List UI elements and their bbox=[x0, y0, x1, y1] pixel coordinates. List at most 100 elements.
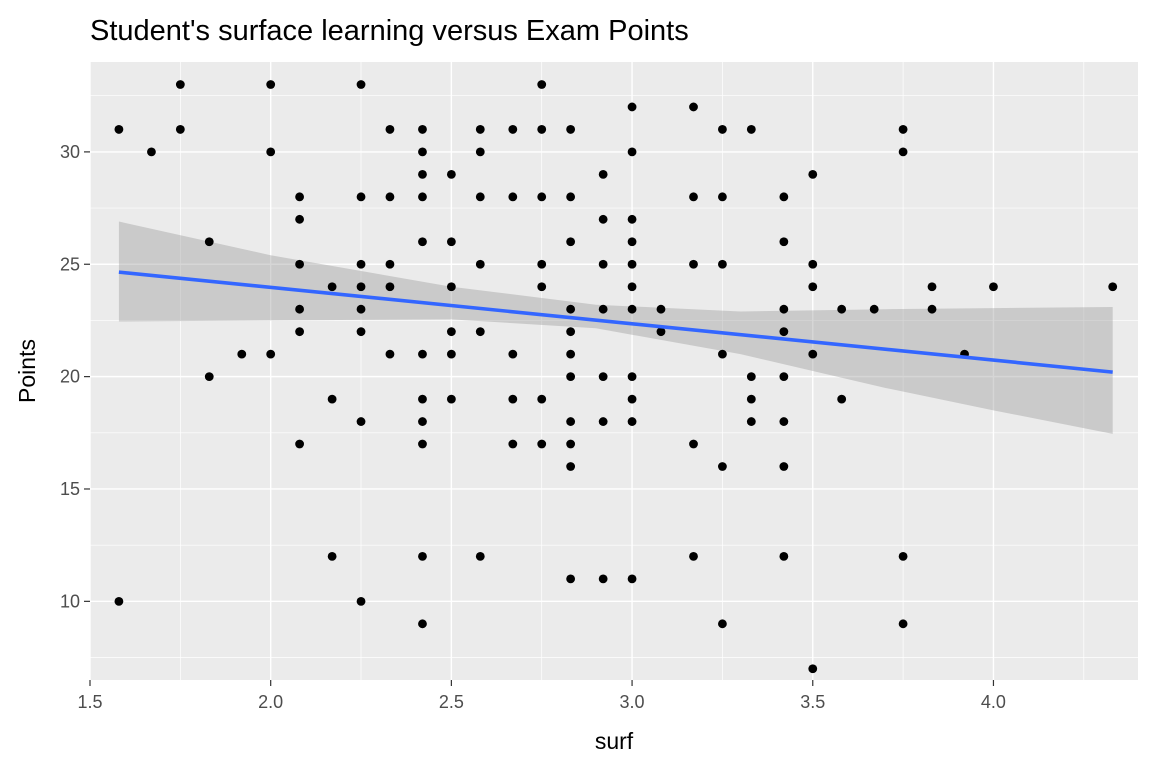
data-point bbox=[356, 304, 366, 314]
data-point bbox=[598, 574, 608, 584]
data-point bbox=[418, 169, 427, 179]
data-point bbox=[627, 102, 637, 112]
data-point bbox=[446, 237, 456, 247]
data-point bbox=[779, 237, 789, 247]
data-point bbox=[418, 349, 427, 359]
data-point bbox=[537, 125, 547, 134]
data-point bbox=[327, 552, 337, 561]
major-gridlines bbox=[89, 62, 1138, 680]
data-point bbox=[356, 417, 366, 426]
data-point bbox=[656, 304, 666, 314]
data-point bbox=[566, 304, 576, 314]
data-point bbox=[385, 282, 395, 292]
data-point bbox=[475, 192, 485, 202]
data-point bbox=[566, 439, 576, 449]
data-point bbox=[718, 259, 727, 269]
data-point bbox=[898, 125, 908, 134]
data-point bbox=[779, 192, 789, 202]
data-point bbox=[237, 349, 247, 359]
data-point bbox=[508, 439, 518, 449]
data-point bbox=[266, 147, 276, 157]
data-point bbox=[598, 169, 608, 179]
data-point bbox=[566, 372, 576, 382]
data-point bbox=[537, 394, 547, 404]
data-point bbox=[746, 372, 756, 382]
data-point bbox=[356, 192, 366, 202]
data-point bbox=[446, 327, 456, 337]
data-point bbox=[627, 282, 637, 292]
data-point bbox=[418, 125, 427, 134]
data-point bbox=[356, 80, 366, 89]
data-point bbox=[147, 147, 156, 157]
data-point bbox=[295, 259, 304, 269]
data-point bbox=[537, 439, 547, 449]
data-point bbox=[779, 372, 789, 382]
data-point bbox=[385, 192, 395, 202]
data-point bbox=[689, 439, 698, 449]
data-point bbox=[114, 125, 124, 134]
data-point bbox=[537, 80, 547, 89]
data-point bbox=[718, 619, 727, 629]
data-point bbox=[779, 417, 789, 426]
data-point bbox=[475, 147, 485, 157]
data-point bbox=[508, 192, 518, 202]
data-point bbox=[598, 259, 608, 269]
data-point bbox=[898, 147, 908, 157]
x-tick-label: 1.5 bbox=[77, 692, 102, 712]
data-point bbox=[508, 394, 518, 404]
data-point bbox=[718, 349, 727, 359]
data-point bbox=[656, 327, 666, 337]
data-point bbox=[418, 439, 427, 449]
data-point bbox=[418, 147, 427, 157]
data-point bbox=[627, 147, 637, 157]
data-point bbox=[627, 304, 637, 314]
data-points bbox=[114, 80, 1118, 674]
data-point bbox=[869, 304, 879, 314]
data-point bbox=[718, 462, 727, 471]
data-point bbox=[537, 259, 547, 269]
data-point bbox=[779, 552, 789, 561]
y-tick-label: 30 bbox=[60, 142, 80, 162]
data-point bbox=[114, 596, 124, 606]
data-point bbox=[898, 552, 908, 561]
data-point bbox=[566, 125, 576, 134]
data-point bbox=[295, 304, 304, 314]
data-point bbox=[779, 304, 789, 314]
data-point bbox=[508, 349, 518, 359]
data-point bbox=[537, 192, 547, 202]
data-point bbox=[266, 349, 276, 359]
data-point bbox=[808, 282, 818, 292]
data-point bbox=[808, 259, 818, 269]
data-point bbox=[446, 169, 456, 179]
data-point bbox=[898, 619, 908, 629]
data-point bbox=[446, 394, 456, 404]
data-point bbox=[779, 462, 789, 471]
data-point bbox=[598, 372, 608, 382]
regression-line bbox=[118, 270, 1113, 374]
data-point bbox=[356, 282, 366, 292]
data-point bbox=[295, 192, 304, 202]
data-point bbox=[598, 214, 608, 224]
data-point bbox=[718, 192, 727, 202]
data-point bbox=[598, 304, 608, 314]
x-tick-label: 3.5 bbox=[800, 692, 825, 712]
data-point bbox=[537, 282, 547, 292]
data-point bbox=[266, 80, 276, 89]
x-axis-title: surf bbox=[595, 728, 634, 754]
data-point bbox=[475, 125, 485, 134]
data-point bbox=[295, 214, 304, 224]
data-point bbox=[566, 417, 576, 426]
y-tick-label: 25 bbox=[60, 254, 80, 274]
x-tick-label: 2.5 bbox=[439, 692, 464, 712]
y-axis-title: Points bbox=[14, 339, 40, 403]
y-tick-label: 10 bbox=[60, 591, 80, 611]
data-point bbox=[475, 552, 485, 561]
data-point bbox=[418, 417, 427, 426]
data-point bbox=[475, 327, 485, 337]
data-point bbox=[808, 169, 818, 179]
data-point bbox=[566, 327, 576, 337]
data-point bbox=[356, 259, 366, 269]
data-point bbox=[508, 125, 518, 134]
data-point bbox=[627, 372, 637, 382]
